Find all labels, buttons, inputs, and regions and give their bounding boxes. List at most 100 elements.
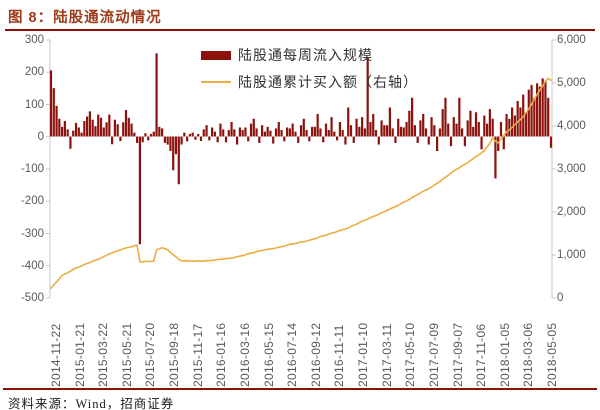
x-axis-tick-label: 2017-05-10 — [403, 322, 418, 387]
weekly-bar — [344, 136, 347, 145]
weekly-bar — [241, 130, 244, 137]
weekly-bar — [249, 123, 253, 137]
weekly-bar — [466, 120, 469, 137]
weekly-bar — [469, 110, 472, 137]
weekly-bar — [183, 132, 186, 137]
weekly-bar — [83, 121, 86, 137]
weekly-bar — [455, 123, 458, 137]
weekly-bar — [419, 120, 422, 137]
x-axis-tick-label: 2016-05-15 — [261, 322, 276, 387]
weekly-bar — [211, 127, 214, 137]
weekly-bar — [347, 107, 350, 137]
weekly-bar — [322, 136, 325, 143]
weekly-bar — [97, 114, 100, 137]
weekly-bar — [255, 128, 258, 137]
chart-plot — [46, 39, 556, 299]
weekly-bar — [144, 133, 147, 137]
weekly-bar — [336, 136, 339, 141]
weekly-bar — [355, 118, 358, 137]
weekly-bar — [527, 89, 530, 137]
weekly-bar — [280, 130, 283, 137]
weekly-bar — [491, 118, 494, 137]
weekly-bar — [158, 126, 161, 137]
weekly-bar — [122, 122, 125, 137]
weekly-bar — [86, 116, 89, 137]
x-axis-tick-label: 2016-09-12 — [308, 322, 323, 387]
weekly-bar — [438, 128, 441, 137]
x-axis-tick-label: 2015-11-17 — [190, 323, 205, 388]
weekly-bar — [333, 131, 336, 137]
weekly-bar — [311, 126, 314, 137]
weekly-bar — [191, 132, 194, 137]
weekly-bar — [399, 126, 403, 137]
weekly-bar — [538, 86, 541, 137]
weekly-bar — [252, 118, 255, 137]
weekly-bar — [416, 136, 419, 143]
weekly-bar — [313, 126, 316, 137]
weekly-bar — [108, 114, 111, 137]
right-axis-tick-label: 0 — [557, 292, 564, 304]
weekly-bar — [519, 107, 522, 137]
weekly-bar — [261, 125, 264, 137]
weekly-bar — [477, 121, 480, 137]
weekly-bar — [452, 117, 455, 137]
weekly-bar — [402, 127, 405, 137]
weekly-bar — [263, 131, 266, 137]
weekly-bar — [269, 130, 272, 137]
weekly-bar — [208, 136, 211, 141]
weekly-bar — [55, 105, 58, 137]
right-axis-tick-label: 3,000 — [557, 163, 586, 175]
weekly-bar — [74, 122, 78, 137]
weekly-bar — [147, 136, 150, 141]
chart-legend: 陆股通每周流入规模 陆股通累计买入额（右轴） — [201, 44, 418, 98]
weekly-bar — [502, 136, 505, 150]
weekly-bar — [361, 117, 364, 137]
line-legend-swatch — [201, 80, 231, 84]
weekly-bar — [338, 121, 341, 137]
weekly-bar — [441, 109, 444, 137]
weekly-bar — [297, 136, 300, 143]
weekly-bar — [199, 136, 203, 142]
weekly-bar — [172, 136, 175, 171]
weekly-bar — [388, 107, 391, 137]
left-axis-tick-label: 100 — [24, 98, 44, 111]
weekly-bar — [483, 115, 486, 137]
weekly-bar — [105, 122, 108, 137]
weekly-bar — [77, 127, 80, 137]
weekly-bar — [227, 130, 230, 137]
weekly-bar — [119, 136, 122, 142]
weekly-bar — [330, 117, 333, 137]
weekly-bar — [463, 136, 466, 147]
weekly-bar — [358, 126, 361, 137]
weekly-bar — [494, 136, 497, 179]
weekly-bar — [372, 113, 375, 137]
weekly-bar — [149, 133, 153, 137]
weekly-bar — [163, 136, 166, 143]
weekly-bar — [530, 84, 533, 137]
weekly-bar — [66, 129, 69, 137]
weekly-bar — [116, 124, 119, 137]
weekly-bar — [216, 136, 219, 143]
weekly-bar — [174, 136, 178, 155]
weekly-bar — [152, 131, 155, 137]
weekly-bar — [533, 97, 536, 137]
weekly-bar — [130, 123, 133, 137]
weekly-bar — [458, 97, 461, 137]
weekly-bar — [197, 133, 200, 137]
bar-legend-label: 陆股通每周流入规模 — [238, 47, 373, 63]
left-axis-tick-label: -300 — [20, 227, 44, 240]
left-axis-tick-label: 300 — [24, 34, 44, 46]
weekly-bar — [230, 121, 233, 137]
weekly-bar — [161, 128, 164, 137]
weekly-bar — [474, 112, 478, 137]
weekly-bar — [408, 110, 411, 137]
weekly-bar — [124, 110, 128, 137]
weekly-bar — [413, 125, 416, 137]
weekly-bar — [244, 127, 247, 137]
left-axis-tick-label: -400 — [20, 259, 44, 272]
weekly-bar — [444, 97, 447, 137]
weekly-bar — [405, 121, 408, 137]
weekly-inflow-bars — [49, 53, 553, 245]
weekly-bar — [186, 136, 189, 142]
weekly-bar — [394, 136, 397, 143]
